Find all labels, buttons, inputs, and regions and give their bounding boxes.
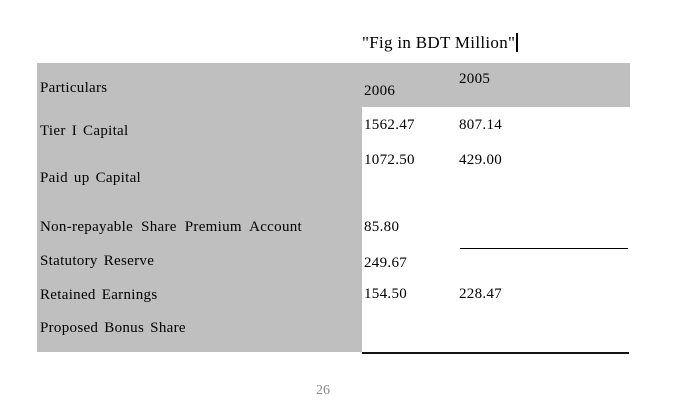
column-header-2005[interactable]: 2005 — [459, 71, 491, 87]
row-label-tier1-capital[interactable]: Tier I Capital — [40, 123, 129, 139]
value-2005-tier1-capital[interactable]: 807.14 — [459, 117, 503, 133]
row-label-paid-up-capital[interactable]: Paid up Capital — [40, 170, 141, 186]
value-2005-retained-earnings[interactable]: 228.47 — [459, 286, 503, 302]
table-left-column-shading — [37, 63, 362, 352]
page-number: 26 — [316, 383, 330, 398]
text-caret — [516, 33, 519, 52]
value-2006-share-premium[interactable]: 85.80 — [364, 219, 400, 235]
table-rule-bottom — [362, 352, 629, 354]
row-label-non-repayable-share-premium[interactable]: Non-repayable Share Premium Account — [40, 219, 303, 235]
value-2005-paid-up-capital[interactable]: 429.00 — [459, 152, 503, 168]
table-rule-2005-column — [460, 248, 628, 249]
value-2006-statutory-reserve[interactable]: 249.67 — [364, 255, 408, 271]
figure-caption-line[interactable]: "Fig in BDT Million" — [362, 33, 519, 53]
column-header-particulars[interactable]: Particulars — [40, 80, 108, 96]
value-2006-paid-up-capital[interactable]: 1072.50 — [364, 152, 415, 168]
row-label-proposed-bonus-share[interactable]: Proposed Bonus Share — [40, 320, 186, 336]
value-2006-tier1-capital[interactable]: 1562.47 — [364, 117, 415, 133]
row-label-retained-earnings[interactable]: Retained Earnings — [40, 287, 158, 303]
row-label-statutory-reserve[interactable]: Statutory Reserve — [40, 253, 155, 269]
column-header-2006[interactable]: 2006 — [364, 83, 396, 99]
figure-caption-text[interactable]: "Fig in BDT Million" — [362, 33, 516, 52]
value-2006-retained-earnings[interactable]: 154.50 — [364, 286, 408, 302]
